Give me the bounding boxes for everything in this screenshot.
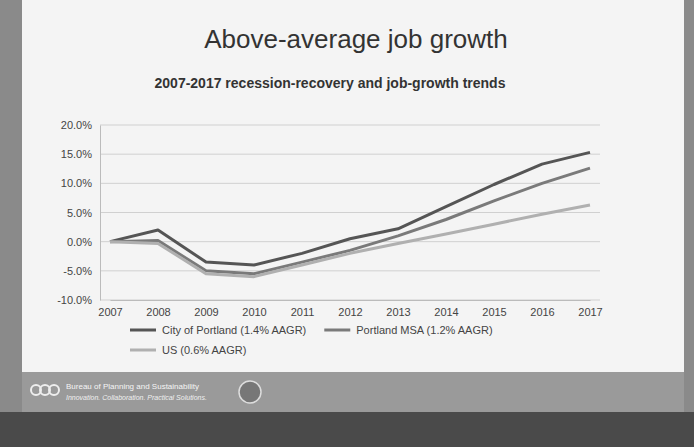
x-tick: 2010 [242,300,266,318]
grid-line [100,300,600,301]
footer-text: Bureau of Planning and Sustainability [66,382,199,391]
y-tick-label: 0.0% [67,236,92,248]
y-tick: -5.0% [63,265,100,277]
legend-label: US (0.6% AAGR) [162,344,246,356]
x-tick-label: 2009 [194,306,218,318]
y-tick-label: 10.0% [61,177,92,189]
x-tick-label: 2010 [242,306,266,318]
y-tick-label: 15.0% [61,148,92,160]
screen-bottom [0,412,694,447]
x-tick-label: 2008 [146,306,170,318]
slide-background [22,0,684,385]
logo-ring [49,385,59,395]
y-tick-label: 20.0% [61,119,92,131]
x-tick: 2013 [386,300,410,318]
y-tick: 0.0% [67,236,100,248]
grid-line [100,183,600,184]
grid [100,125,600,300]
x-axis: 2007 2008 2009 2010 2011 2012 2013 2014 2015 2016… [98,300,602,318]
x-tick: 2008 [146,300,170,318]
legend-item: US (0.6% AAGR) [130,344,246,356]
series-line [110,152,590,265]
slide-footer-band [22,372,684,412]
footer-tagline: Innovation. Collaboration. Practical Sol… [66,394,207,401]
legend-label: Portland MSA (1.2% AAGR) [356,324,492,336]
legend: City of Portland (1.4% AAGR) Portland MSA… [130,324,493,356]
x-tick-label: 2014 [434,306,458,318]
grid-line [100,154,600,155]
y-tick-label: -10.0% [57,294,92,306]
y-tick: -10.0% [57,294,100,306]
footer-logo [31,385,59,395]
x-tick-label: 2016 [530,306,554,318]
y-tick-label: -5.0% [63,265,92,277]
x-tick: 2014 [434,300,458,318]
legend-item: Portland MSA (1.2% AAGR) [324,324,492,336]
x-tick: 2017 [578,300,602,318]
plot-lines [110,152,590,276]
y-axis-line [100,126,101,301]
x-tick: 2016 [530,300,554,318]
legend-swatch [130,329,156,332]
slide-photo: Above-average job growth 2007-2017 recess… [0,0,694,447]
x-tick: 2012 [338,300,362,318]
y-tick: 20.0% [61,119,100,131]
y-tick: 10.0% [61,177,100,189]
legend-swatch [130,349,156,352]
y-tick-label: 5.0% [67,207,92,219]
legend-swatch [324,329,350,332]
seal [239,381,261,403]
x-tick: 2015 [482,300,506,318]
x-tick-label: 2012 [338,306,362,318]
x-tick: 2011 [291,300,315,318]
legend-label: City of Portland (1.4% AAGR) [162,324,306,336]
grid-line [100,212,600,213]
grid-line [100,270,600,271]
y-tick: 5.0% [67,207,100,219]
x-axis-line [111,300,591,301]
chart-title: 2007-2017 recession-recovery and job-gro… [155,75,506,91]
x-tick-label: 2011 [291,306,315,318]
grid-line [100,125,600,126]
slide-title: Above-average job growth [204,24,508,54]
x-tick: 2009 [194,300,218,318]
x-tick-label: 2015 [482,306,506,318]
y-axis: -10.0% -5.0% 0.0% 5.0% 10.0% 15.0% 20.0% [57,119,100,306]
series-line [110,205,590,277]
x-tick: 2007 [98,300,122,318]
x-tick-label: 2013 [386,306,410,318]
y-tick: 15.0% [61,148,100,160]
x-tick-label: 2007 [98,306,122,318]
legend-item: City of Portland (1.4% AAGR) [130,324,306,336]
x-tick-label: 2017 [578,306,602,318]
